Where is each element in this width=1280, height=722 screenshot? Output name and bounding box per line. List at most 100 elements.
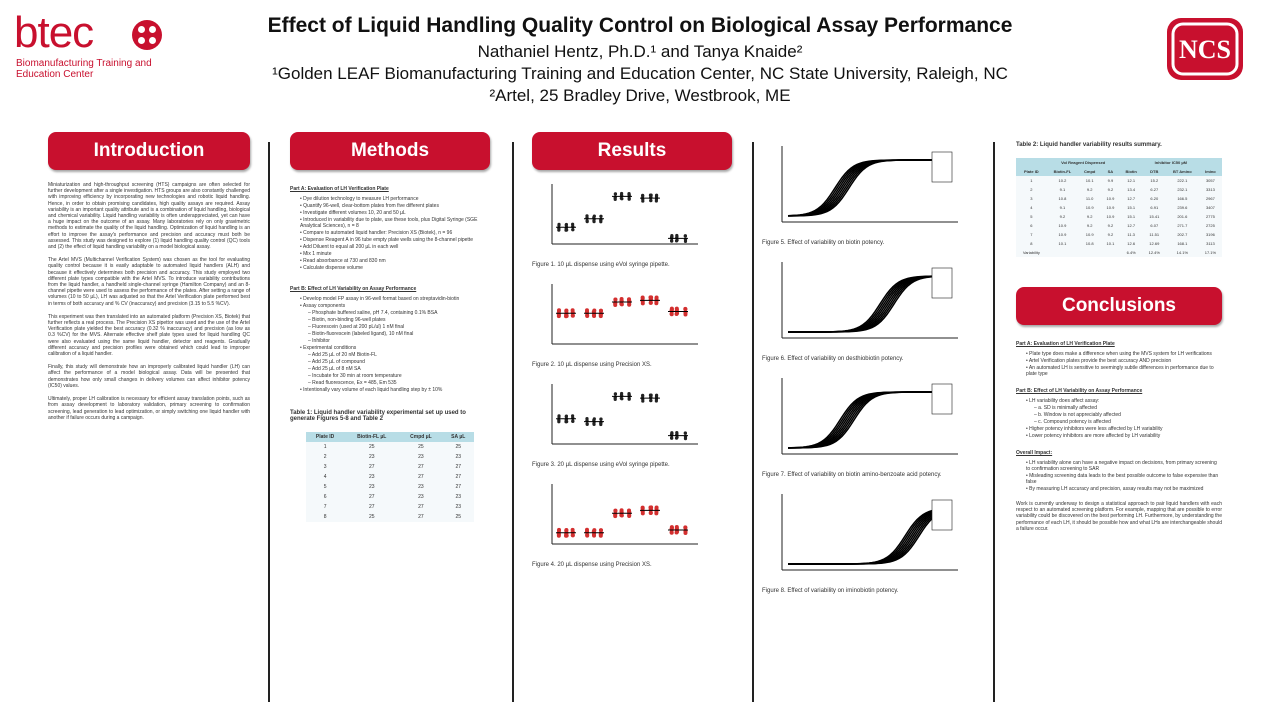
table-cell: 9.2 — [1101, 230, 1120, 239]
table-group-header: Inhibitor IC50 µM — [1119, 158, 1222, 167]
data-point — [565, 419, 569, 424]
table-cell: 27 — [442, 482, 474, 492]
poster-affiliation-2: ²Artel, 25 Bradley Drive, Westbrook, ME — [489, 86, 791, 105]
curve-line — [787, 275, 939, 333]
data-point — [674, 307, 679, 312]
column-divider — [752, 142, 754, 702]
data-point — [557, 415, 561, 419]
conclusions-final-paragraph: Work is currently underway to design a s… — [1016, 501, 1222, 532]
data-point — [613, 508, 618, 513]
table-cell: 9.2 — [1078, 221, 1102, 230]
table-cell: 3196 — [1198, 230, 1222, 239]
table-cell: 8 — [1016, 239, 1047, 248]
table-header-cell: Cmpd µL — [399, 432, 443, 442]
table-cell: 271.7 — [1165, 221, 1199, 230]
data-point — [619, 302, 624, 307]
data-point — [670, 436, 674, 440]
table-cell: 10.2 — [1046, 176, 1079, 185]
table-cell: 12.69 — [1142, 239, 1166, 248]
figure-1-caption: Figure 1. 10 µL dispense using eVol syri… — [532, 262, 670, 268]
table-cell: 23 — [344, 452, 400, 462]
table-row: 1 10.2 10.1 9.9 12.1 15.2 222.1 3057 — [1016, 176, 1222, 185]
table-cell: 6.07 — [1142, 221, 1166, 230]
table-cell: 10.9 — [1046, 221, 1079, 230]
table-cell: 25 — [344, 512, 400, 522]
list-item: • LH variability alone can have a negati… — [1026, 460, 1217, 472]
poster-title: Effect of Liquid Handling Quality Contro… — [267, 14, 1013, 37]
legend-box — [931, 499, 953, 531]
table-header-cell: Plate ID — [306, 432, 345, 442]
table-header-cell: Biotin-FL — [1046, 167, 1079, 176]
intro-paragraph: This experiment was then translated into… — [48, 313, 250, 358]
table-row: 8 25 27 25 — [306, 512, 474, 522]
table-header-cell: Cmpd — [1078, 167, 1102, 176]
table-row: 4 9.1 10.9 10.9 15.1 6.91 239.6 3407 — [1016, 203, 1222, 212]
table-row: 7 27 27 23 — [306, 502, 474, 512]
table-cell: 27 — [399, 472, 443, 482]
table-cell — [1101, 248, 1120, 257]
table-cell: 27 — [442, 462, 474, 472]
data-point — [620, 197, 624, 201]
table-cell: 25 — [442, 512, 474, 522]
table-row: 8 10.1 10.8 10.1 12.6 12.69 168.1 3113 — [1016, 239, 1222, 248]
table-row: 6 10.9 9.2 9.2 12.7 6.07 271.7 2725 — [1016, 221, 1222, 230]
conclusions-overall-title: Overall Impact: — [1016, 450, 1053, 456]
table-cell: 25 — [399, 442, 443, 452]
data-point — [627, 192, 631, 196]
table-row: Variability 6.4% 12.4% 14.1% 17.1% — [1016, 248, 1222, 257]
table-cell: 5 — [306, 482, 345, 492]
table-cell: 23 — [344, 472, 400, 482]
table-cell: 2725 — [1198, 221, 1222, 230]
table-cell: 25 — [442, 442, 474, 452]
list-item: • Dye dilution technology to measure LH … — [300, 196, 419, 202]
figure-4-caption: Figure 4. 20 µL dispense using Precision… — [532, 562, 652, 568]
table-cell: 3313 — [1198, 185, 1222, 194]
list-item: • Quantify 96-well, clear-bottom plates … — [300, 203, 439, 209]
methods-part-a-title: Part A: Evaluation of LH Verification Pl… — [290, 186, 389, 192]
list-item: • An automated LH is sensitive to seemin… — [1026, 365, 1214, 377]
data-point — [599, 420, 603, 424]
curve-line — [787, 275, 939, 333]
table-cell: 10.9 — [1078, 230, 1102, 239]
table-header-cell: BT Amino — [1165, 167, 1199, 176]
table-cell: 9.2 — [1101, 185, 1120, 194]
data-point — [585, 533, 590, 538]
table-cell: 7 — [1016, 230, 1047, 239]
table-cell: 10.1 — [1078, 176, 1102, 185]
methods-heading: Methods — [290, 132, 490, 170]
table-cell: 3 — [1016, 194, 1047, 203]
list-item: • Artel Verification plates provide the … — [1026, 358, 1172, 364]
figure-4-plot — [532, 478, 732, 558]
figure-8-caption: Figure 8. Effect of variability on imino… — [762, 588, 899, 594]
data-point — [556, 311, 561, 316]
data-point — [627, 397, 631, 401]
legend-box — [931, 267, 953, 299]
data-point — [585, 220, 589, 224]
data-point — [640, 506, 645, 511]
data-point — [648, 393, 653, 397]
table-cell: 10.1 — [1046, 239, 1079, 248]
table-cell: 3 — [306, 462, 345, 472]
intro-paragraph: The Artel MVS (Multichannel Verification… — [48, 257, 250, 307]
list-item: • Experimental conditions — [300, 345, 357, 351]
table-cell: 2775 — [1198, 212, 1222, 221]
table-cell: 23 — [442, 452, 474, 462]
table-header-row: Plate ID Biotin-FL Cmpd SA Biotin DTB BT Amino… — [1016, 167, 1222, 176]
list-item: – c. Compound potency is affected — [1034, 419, 1111, 425]
data-point — [675, 435, 679, 439]
data-point — [585, 314, 590, 319]
figure-3-plot — [532, 378, 732, 458]
data-point — [599, 528, 604, 533]
table-group-header: Vol Reagent Dispensed — [1046, 158, 1120, 167]
list-item: • Investigate different volumes 10, 20 a… — [300, 210, 406, 216]
data-point — [613, 192, 617, 196]
figure-1-plot — [532, 178, 732, 258]
list-item: • Develop model FP assay in 96-well form… — [300, 296, 460, 302]
data-point — [571, 414, 575, 418]
list-item: • Assay components — [300, 303, 346, 309]
methods-part-b-list: • Develop model FP assay in 96-well form… — [290, 296, 490, 393]
data-point — [557, 420, 561, 424]
btec-logo-dots-icon — [132, 20, 162, 50]
figure-6-plot — [762, 256, 982, 352]
table-cell: 3407 — [1198, 203, 1222, 212]
